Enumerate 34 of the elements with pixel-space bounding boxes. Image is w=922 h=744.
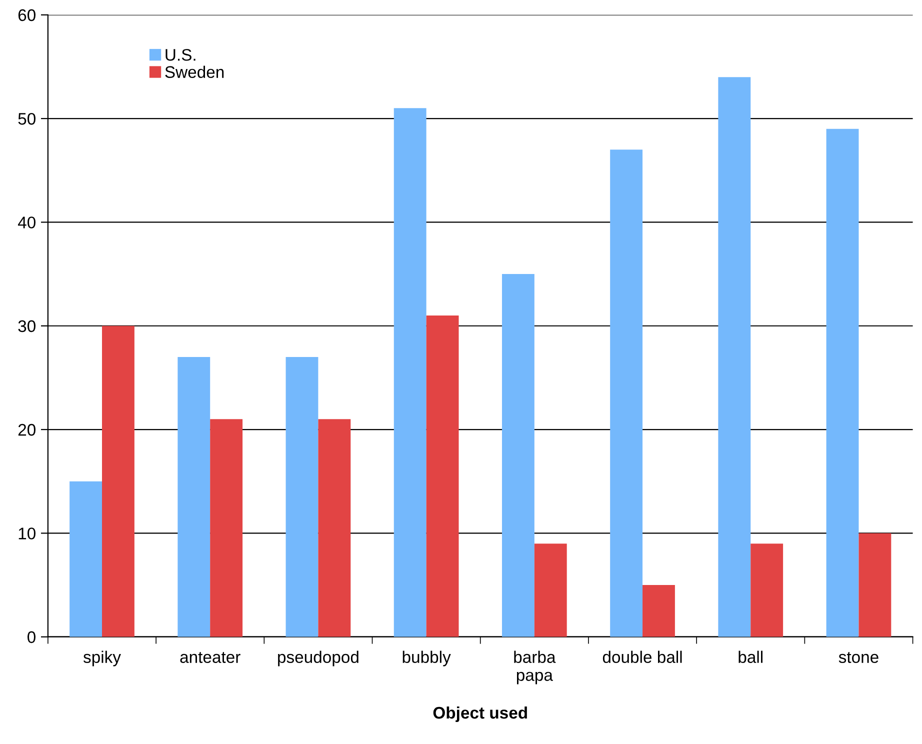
bar [826,128,859,637]
y-tick-label: 60 [18,9,36,22]
y-tick-label: 50 [18,112,36,125]
x-tick-label: bubbly [402,650,451,666]
y-tick-label: 20 [18,424,36,436]
x-tick-label: anteater [180,652,240,663]
y-tick-label: 0 [28,631,36,644]
bar [642,585,675,637]
bar [178,356,210,637]
y-tick-label: 30 [18,320,36,332]
bar [102,326,134,637]
x-tick-label: double ball [602,650,682,663]
bar [502,274,534,637]
x-tick-label: ball [738,650,762,663]
x-tick-label: stone [838,652,878,663]
y-tick-label: 10 [18,528,36,540]
bar [318,419,351,637]
bar [210,419,243,637]
bar [534,544,567,637]
x-tick-label: pseudopod [278,650,358,666]
legend-label: Sweden [165,66,224,78]
bar [70,481,102,637]
bar [610,150,643,637]
x-axis-title: Object used [433,706,527,722]
bar [394,108,426,637]
bar [750,544,784,637]
legend-label: U.S. [166,48,196,61]
y-tick-label: 40 [18,216,36,228]
bar [426,316,459,637]
x-tick-label: spiky [83,650,121,666]
bar [718,77,751,637]
bar [286,356,318,637]
x-tick-label: barba papa [514,650,556,684]
bar [858,533,892,637]
